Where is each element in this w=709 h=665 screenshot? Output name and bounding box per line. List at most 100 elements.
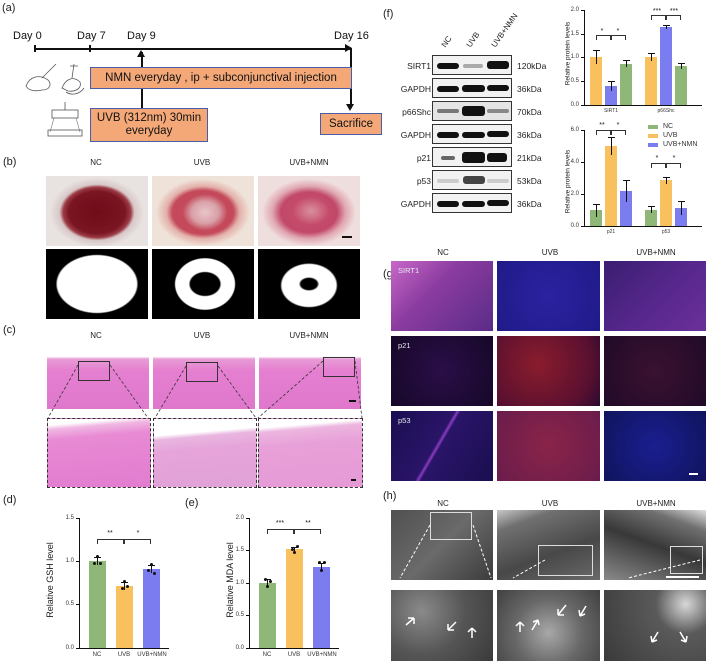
panel-f-label: (f) — [383, 8, 394, 20]
b-condition-nc: NC — [90, 158, 102, 167]
p21-p53-bar-chart: Relative protein levels 6.0 4.0 2.0 0.0 … — [555, 118, 709, 258]
bar-uvb-nmn — [313, 567, 330, 648]
tem-annotations — [399, 524, 701, 643]
if-sirt1-uvb-nmn — [604, 261, 706, 331]
roi-box-uvb — [186, 362, 218, 382]
mitochondria-arrow-icons — [405, 604, 688, 643]
he-zoom-nc — [47, 418, 151, 488]
panel-c-label: (c) — [3, 324, 16, 336]
g-condition-nc: NC — [437, 248, 449, 257]
blot-p21 — [432, 147, 512, 167]
c-condition-uvb-nmn: UVB+NMN — [289, 331, 329, 340]
day-7-label: Day 7 — [77, 30, 106, 42]
opacity-mask-nc — [46, 249, 148, 319]
lane-label-uvb-nmn: UVB+NMN — [489, 11, 520, 49]
if-sirt1-nc: SIRT1 — [391, 261, 493, 331]
tem-uvb — [497, 510, 600, 580]
uv-lamp-icon — [47, 102, 83, 137]
zoom-guide-lines — [47, 360, 363, 419]
tem-zoom-uvb — [497, 590, 600, 661]
opacity-mask-uvb-nmn — [258, 249, 360, 319]
up-arrow-icon — [137, 50, 145, 57]
scale-bar — [666, 576, 699, 578]
mouse-injection-icon — [25, 63, 85, 95]
sig-bracket — [124, 539, 151, 544]
bar-uvb — [116, 586, 133, 648]
gsh-bar-chart: Relative GSH level 1.5 1.0 0.5 0.0 ** * … — [0, 490, 220, 665]
y-axis-label: Relative GSH level — [45, 542, 55, 618]
h-condition-uvb-nmn: UVB+NMN — [636, 499, 676, 508]
he-zoom-uvb-nmn — [258, 418, 363, 488]
lane-label-nc: NC — [439, 34, 454, 49]
eye-photo-uvb-nmn — [258, 176, 360, 246]
sig-bracket — [267, 529, 294, 534]
bar-uvb-nmn — [143, 569, 160, 648]
day-9-label: Day 9 — [127, 30, 156, 42]
he-section-uvb-nmn — [259, 345, 361, 409]
lane-label-uvb: UVB — [464, 30, 482, 49]
x-axis — [79, 648, 169, 649]
sirt1-p66shc-bar-chart: Relative protein levels 2.0 1.5 1.0 0.5 … — [555, 0, 709, 118]
down-arrow-icon — [346, 104, 354, 111]
bar-uvb — [286, 549, 303, 648]
g-condition-uvb-nmn: UVB+NMN — [636, 248, 676, 257]
eye-photo-nc — [46, 176, 148, 246]
x-axis — [249, 648, 339, 649]
tem-nc — [391, 510, 493, 580]
scale-bar — [689, 473, 698, 475]
scale-bar — [349, 400, 356, 402]
tem-zoom-nc — [391, 590, 493, 661]
bar-nc — [89, 561, 106, 648]
y-axis — [249, 518, 250, 648]
h-condition-uvb: UVB — [541, 499, 559, 508]
day-0-label: Day 0 — [13, 30, 42, 42]
if-p53-uvb — [497, 411, 600, 481]
if-p21-uvb — [497, 336, 600, 406]
if-sirt1-uvb — [497, 261, 600, 331]
c-condition-uvb: UVB — [193, 331, 211, 340]
if-p53-nc: p53 — [391, 411, 493, 481]
nmn-treatment-box: NMN everyday , ip + subconjunctival inje… — [90, 67, 352, 89]
roi-box-nc — [78, 361, 110, 381]
timeline-arrow-icon — [345, 44, 352, 52]
scale-bar — [351, 479, 356, 481]
legend-nc: NC — [648, 123, 673, 130]
uvb-exposure-box: UVB (312nm) 30min everyday — [90, 108, 208, 142]
scale-bar — [342, 236, 352, 238]
blot-gapdh-1 — [432, 78, 512, 98]
sacrifice-box: Sacrifice — [320, 113, 382, 135]
he-section-nc — [47, 345, 149, 409]
b-condition-uvb-nmn: UVB+NMN — [289, 158, 329, 167]
blot-p66shc — [432, 101, 512, 121]
legend-uvb-nmn: UVB+NMN — [648, 141, 697, 148]
uvb-box-line2: everyday — [125, 125, 173, 137]
if-p53-uvb-nmn — [604, 411, 706, 481]
tick-day7 — [89, 45, 91, 52]
sig-bracket — [97, 539, 124, 544]
if-p21-uvb-nmn — [604, 336, 706, 406]
he-section-uvb — [153, 345, 255, 409]
sig-bracket — [294, 529, 321, 534]
blot-p53 — [432, 170, 512, 190]
blot-gapdh-3 — [432, 193, 512, 213]
h-condition-nc: NC — [437, 499, 449, 508]
bar-nc — [259, 583, 276, 648]
panel-b-label: (b) — [3, 156, 17, 168]
mda-bar-chart: Relative MDA level 2.0 1.5 1.0 0.5 0.0 *… — [180, 490, 380, 665]
panel-e-label: (e) — [185, 497, 199, 509]
panel-d-label: (d) — [3, 494, 17, 506]
day-16-label: Day 16 — [334, 30, 369, 42]
panel-a-label: (a) — [2, 2, 16, 14]
legend-uvb: UVB — [648, 132, 677, 139]
uvb-box-line1: UVB (312nm) 30min — [96, 112, 202, 125]
tem-zoom-uvb-nmn — [604, 590, 706, 661]
b-condition-uvb: UVB — [193, 158, 211, 167]
if-p21-nc: p21 — [391, 336, 493, 406]
roi-box-uvb-nmn — [323, 357, 355, 377]
blot-gapdh-2 — [432, 124, 512, 144]
opacity-mask-uvb — [152, 249, 254, 319]
eye-photo-uvb — [152, 176, 254, 246]
timeline-axis — [34, 48, 350, 50]
tem-uvb-nmn — [604, 510, 706, 580]
blot-sirt1 — [432, 55, 512, 75]
